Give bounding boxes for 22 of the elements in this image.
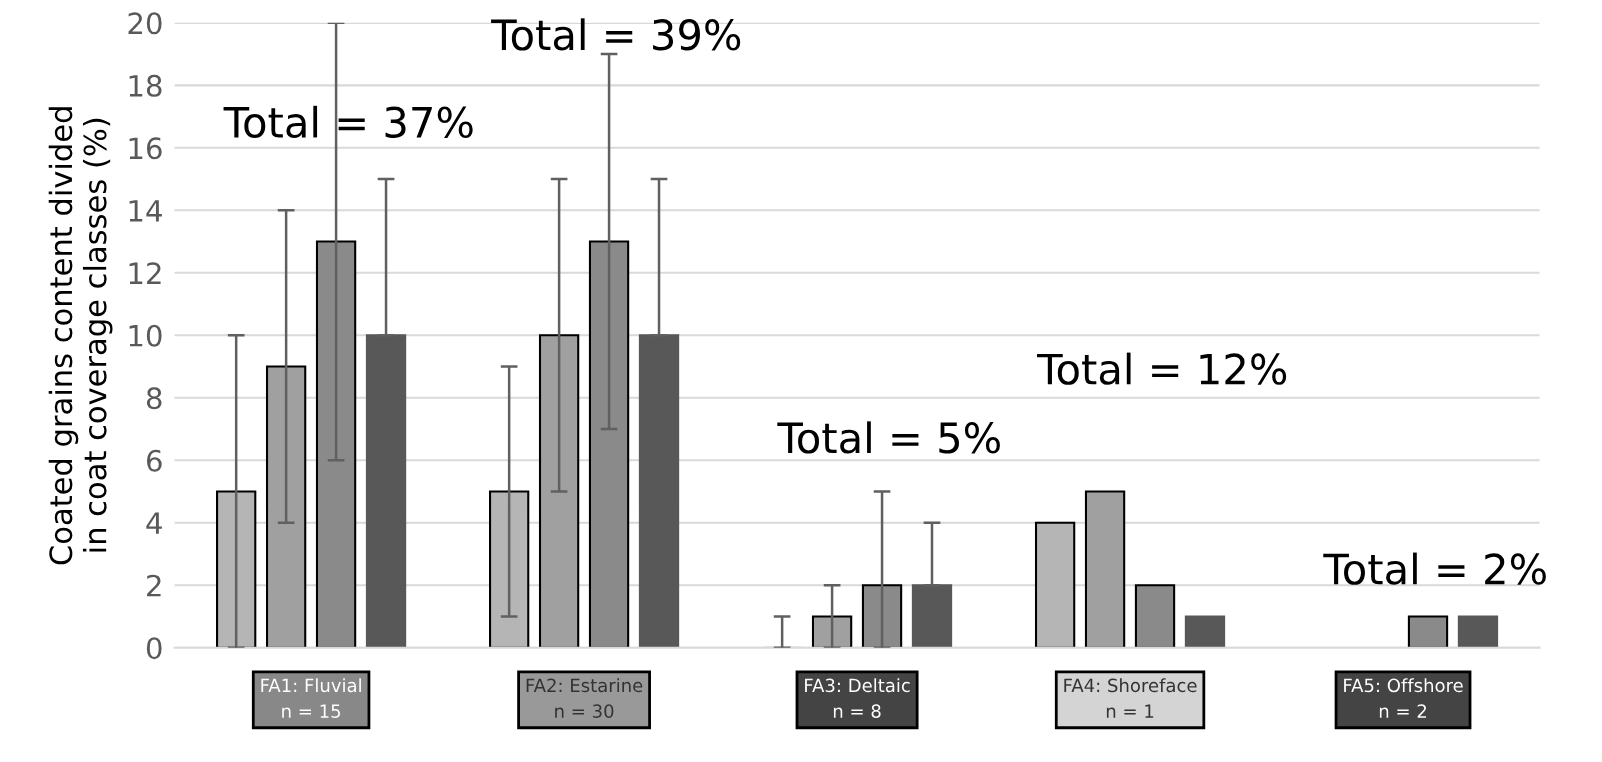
annotation: Total = 2% xyxy=(1323,552,1546,585)
y-tick-label: 6 xyxy=(146,449,162,472)
x-tick-label: FA5: Offshore n = 2 xyxy=(1344,678,1463,718)
x-tick-label: FA1: Fluvial n = 15 xyxy=(261,678,361,718)
y-tick-label: 18 xyxy=(129,74,162,97)
y-tick-label: 20 xyxy=(128,12,162,35)
annotation: Total = 12% xyxy=(1037,352,1287,385)
y-tick-label: 16 xyxy=(129,137,162,160)
y-axis-title: Coated grains content divided in coat coverage classes (%) xyxy=(48,107,113,565)
y-tick-label: 10 xyxy=(129,324,162,347)
y-tick-label: 0 xyxy=(146,637,162,660)
x-tick-label: FA4: Shoreface n = 1 xyxy=(1064,678,1197,718)
annotation: Total = 5% xyxy=(777,421,1000,454)
x-tick-label: FA3: Deltaic n = 8 xyxy=(805,678,910,718)
annotation: Total = 37% xyxy=(223,105,473,139)
x-tick-label: FA2: Estarine n = 30 xyxy=(526,678,643,718)
y-tick-label: 14 xyxy=(129,200,162,222)
y-tick-label: 12 xyxy=(129,262,161,284)
annotation: Total = 39% xyxy=(491,18,741,51)
y-tick-label: 2 xyxy=(147,574,161,597)
y-tick-label: 8 xyxy=(146,387,162,410)
y-tick-label: 4 xyxy=(146,512,162,534)
